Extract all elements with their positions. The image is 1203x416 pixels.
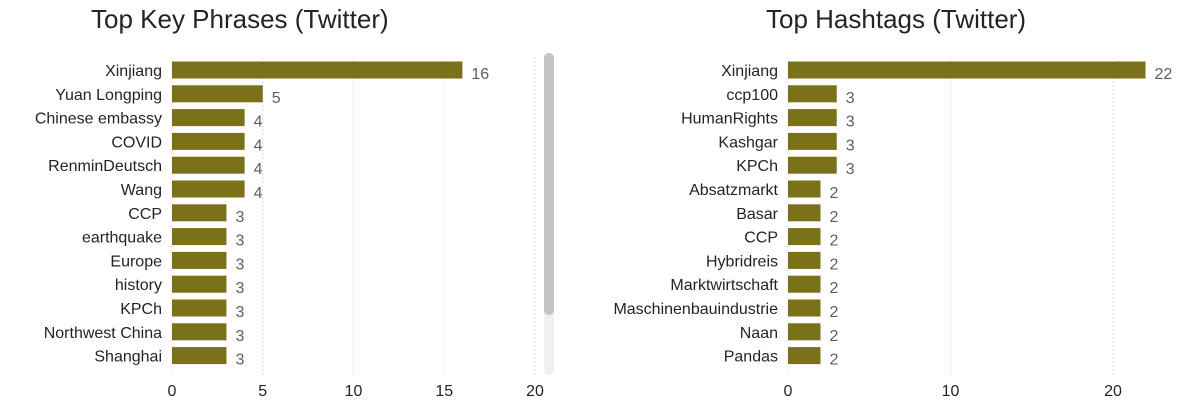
key-phrase-bar (172, 251, 227, 269)
key-phrase-bar (172, 132, 245, 150)
key-phrase-bar (172, 228, 227, 246)
hashtag-bar (788, 275, 821, 293)
hashtag-bar (788, 251, 821, 269)
key-phrase-bar (172, 275, 227, 293)
key-phrase-value-label: 3 (235, 256, 244, 273)
key-phrase-category-label: history (115, 277, 162, 294)
key-phrase-bar (172, 85, 263, 103)
hashtag-value-label: 2 (830, 209, 839, 226)
key-phrase-category-label: KPCh (120, 301, 162, 318)
key-phrase-value-label: 4 (254, 185, 263, 202)
key-phrase-category-label: Xinjiang (105, 63, 162, 80)
hashtag-x-tick-label: 0 (784, 383, 793, 400)
hashtags-title: Top Hashtags (Twitter) (766, 4, 1027, 34)
hashtag-value-label: 3 (846, 90, 855, 107)
key-phrase-x-tick-label: 20 (526, 383, 544, 400)
hashtag-value-label: 3 (846, 114, 855, 131)
hashtag-bar (788, 323, 821, 341)
hashtag-x-tick-label: 20 (1104, 383, 1122, 400)
key-phrase-value-label: 3 (235, 209, 244, 226)
hashtag-value-label: 2 (830, 304, 839, 321)
hashtag-value-label: 2 (830, 280, 839, 297)
key-phrase-value-label: 3 (235, 280, 244, 297)
key-phrase-category-label: RenminDeutsch (48, 158, 162, 175)
hashtag-category-label: HumanRights (681, 111, 778, 128)
hashtag-value-label: 2 (830, 256, 839, 273)
hashtag-bar (788, 61, 1146, 79)
hashtag-value-label: 2 (830, 233, 839, 250)
key-phrase-bar (172, 347, 227, 365)
hashtag-bar (788, 156, 837, 174)
hashtag-category-label: Basar (736, 206, 778, 223)
hashtag-category-label: Kashgar (718, 134, 778, 151)
hashtag-value-label: 2 (830, 185, 839, 202)
hashtag-value-label: 3 (846, 137, 855, 154)
key-phrase-value-label: 5 (272, 90, 281, 107)
key-phrase-bar (172, 61, 463, 79)
key-phrase-category-label: Chinese embassy (35, 111, 162, 128)
hashtag-bar (788, 228, 821, 246)
key-phrase-x-tick-label: 5 (258, 383, 267, 400)
hashtag-category-label: Pandas (724, 349, 778, 366)
key-phrase-category-label: Shanghai (94, 349, 162, 366)
key-phrase-value-label: 3 (235, 304, 244, 321)
hashtag-value-label: 2 (830, 328, 839, 345)
key-phrase-bar (172, 180, 245, 198)
hashtag-category-label: Hybridreis (706, 253, 778, 270)
hashtag-category-label: Marktwirtschaft (670, 277, 778, 294)
key-phrase-category-label: CCP (128, 206, 162, 223)
hashtag-value-label: 22 (1155, 66, 1173, 83)
hashtag-x-tick-label: 10 (942, 383, 960, 400)
hashtag-bar (788, 204, 821, 222)
hashtag-bar (788, 180, 821, 198)
key-phrase-x-tick-label: 0 (168, 383, 177, 400)
hashtag-bar (788, 299, 821, 317)
hashtag-category-label: Naan (740, 325, 778, 342)
hashtag-category-label: Absatzmarkt (689, 182, 778, 199)
key-phrases-chart: 0 5 10 15 20 Xinjiang 16 Yuan Longping 5 Chinese … (35, 58, 544, 400)
key-phrase-bar (172, 323, 227, 341)
key-phrase-value-label: 3 (235, 233, 244, 250)
hashtag-bar (788, 85, 837, 103)
hashtag-value-label: 3 (846, 161, 855, 178)
key-phrase-x-tick-label: 15 (435, 383, 453, 400)
key-phrase-category-label: COVID (111, 134, 162, 151)
key-phrase-bar (172, 204, 227, 222)
key-phrase-value-label: 4 (254, 161, 263, 178)
key-phrase-category-label: earthquake (82, 230, 162, 247)
key-phrases-scrollbar[interactable] (544, 53, 554, 375)
key-phrase-category-label: Northwest China (44, 325, 162, 342)
key-phrase-bar (172, 156, 245, 174)
key-phrase-category-label: Yuan Longping (55, 87, 162, 104)
key-phrases-title: Top Key Phrases (Twitter) (91, 4, 389, 34)
key-phrase-category-label: Wang (121, 182, 162, 199)
hashtag-category-label: Xinjiang (721, 63, 778, 80)
key-phrase-value-label: 4 (254, 114, 263, 131)
hashtag-bar (788, 347, 821, 365)
hashtag-value-label: 2 (830, 352, 839, 369)
key-phrase-category-label: Europe (110, 253, 162, 270)
hashtag-category-label: KPCh (736, 158, 778, 175)
hashtag-bar (788, 109, 837, 127)
key-phrase-value-label: 16 (471, 66, 489, 83)
hashtag-category-label: CCP (744, 230, 778, 247)
hashtag-category-label: Maschinenbauindustrie (613, 301, 778, 318)
key-phrase-value-label: 3 (235, 328, 244, 345)
key-phrase-bar (172, 299, 227, 317)
key-phrase-x-tick-label: 10 (345, 383, 363, 400)
key-phrases-scrollbar-thumb[interactable] (544, 53, 554, 315)
hashtags-panel: Top Hashtags (Twitter) 0 10 20 Xinjiang 22 cc… (600, 0, 1203, 416)
key-phrase-value-label: 3 (235, 352, 244, 369)
hashtag-bar (788, 132, 837, 150)
hashtag-category-label: ccp100 (726, 87, 778, 104)
key-phrases-panel: Top Key Phrases (Twitter) 0 5 10 15 20 Xinjia… (0, 0, 600, 416)
key-phrase-bar (172, 109, 245, 127)
key-phrase-value-label: 4 (254, 137, 263, 154)
